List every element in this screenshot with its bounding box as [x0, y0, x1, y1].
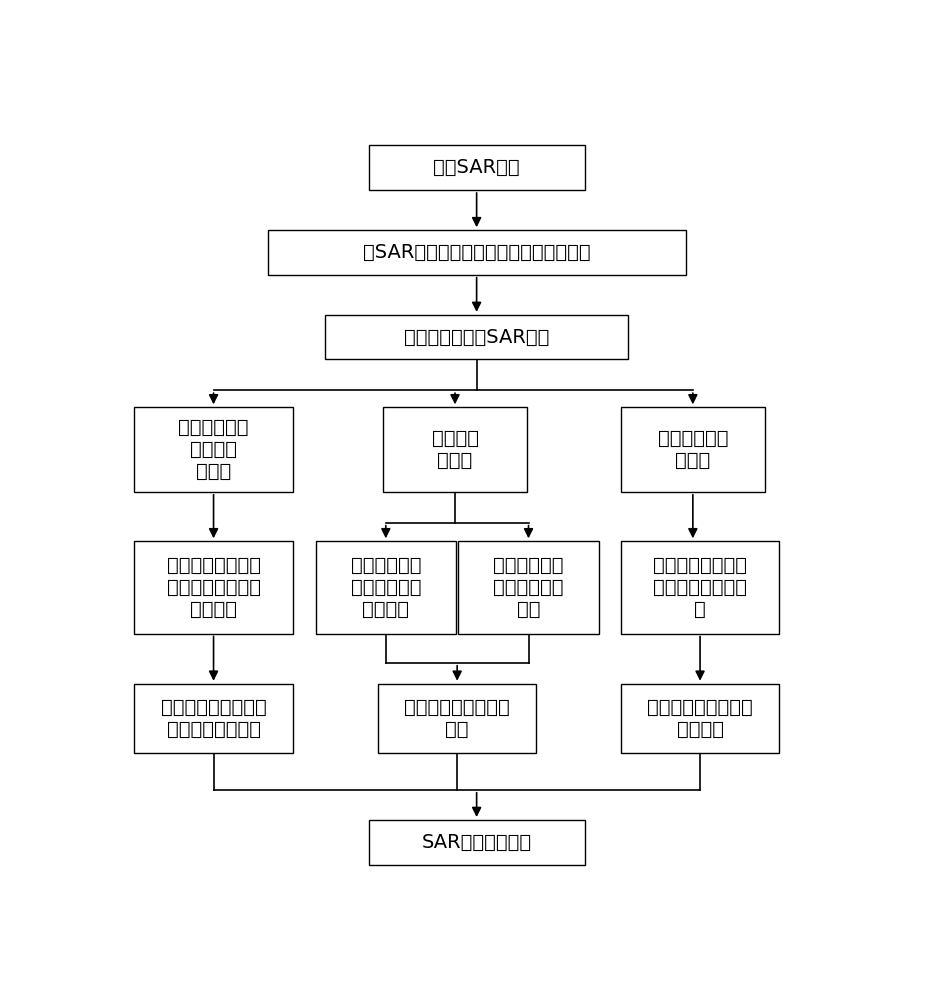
Bar	[368, 820, 585, 865]
Bar	[315, 541, 456, 634]
Text: SAR图像分割结果: SAR图像分割结果	[421, 833, 532, 852]
Bar	[368, 145, 585, 190]
Bar	[621, 407, 765, 492]
Text: 将区域图映射到SAR图像: 将区域图映射到SAR图像	[404, 328, 550, 347]
Text: 混合聚集结构地物像
素子空间分割结果: 混合聚集结构地物像 素子空间分割结果	[161, 698, 266, 739]
Bar	[378, 684, 537, 753]
Bar	[621, 684, 779, 753]
Text: 基于视觉语义
规则的线目标
分割: 基于视觉语义 规则的线目标 分割	[493, 556, 564, 619]
Text: 基于平均场变分贝
叶斯推理网络模型
进行分割: 基于平均场变分贝 叶斯推理网络模型 进行分割	[166, 556, 260, 619]
Text: 输入SAR图像: 输入SAR图像	[433, 158, 520, 177]
Text: 混合聚集结构
地物像素
子空间: 混合聚集结构 地物像素 子空间	[179, 418, 249, 481]
Bar	[134, 684, 293, 753]
Text: 基于素描线聚
拢特征的独立
目标分割: 基于素描线聚 拢特征的独立 目标分割	[351, 556, 421, 619]
Bar	[134, 541, 293, 634]
Bar	[383, 407, 527, 492]
Text: 对SAR图像素描化，用素描图得到区域图: 对SAR图像素描化，用素描图得到区域图	[363, 243, 591, 262]
Bar	[268, 230, 685, 275]
Text: 匀质区域像素子空间
分割结果: 匀质区域像素子空间 分割结果	[647, 698, 753, 739]
Bar	[134, 407, 293, 492]
Bar	[458, 541, 599, 634]
Bar	[621, 541, 779, 634]
Bar	[326, 315, 628, 359]
Text: 基于多项式逻辑回
归先验模型进行分
割: 基于多项式逻辑回 归先验模型进行分 割	[653, 556, 747, 619]
Text: 匀质区域像素
子空间: 匀质区域像素 子空间	[658, 429, 728, 470]
Text: 结构像素子空间分割
结果: 结构像素子空间分割 结果	[405, 698, 510, 739]
Text: 结构像素
子空间: 结构像素 子空间	[432, 429, 479, 470]
